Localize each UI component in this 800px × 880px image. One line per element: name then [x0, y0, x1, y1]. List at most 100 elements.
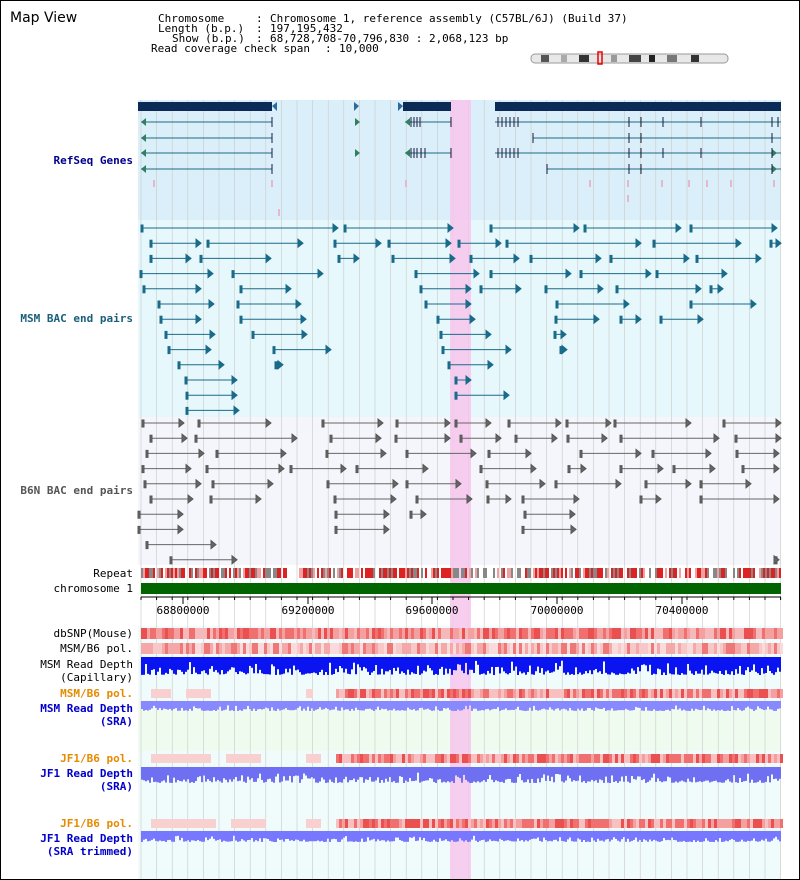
track-label-msm-bac[interactable]: MSM BAC end pairs	[20, 312, 133, 325]
depth-bar	[367, 701, 369, 709]
track-label-dbsnp[interactable]: dbSNP(Mouse)	[53, 627, 133, 640]
heat-cell	[477, 628, 480, 639]
depth-bar	[493, 767, 495, 783]
heat-cell	[684, 628, 687, 639]
depth-bar	[467, 701, 469, 710]
track-label-refseq[interactable]: RefSeq Genes	[53, 154, 133, 167]
heat-cell	[702, 628, 705, 639]
depth-bar	[509, 767, 511, 779]
depth-bar	[375, 767, 377, 781]
track-label-repeat[interactable]: Repeat	[93, 567, 133, 580]
heat-cell	[639, 628, 642, 639]
track-label-msm-depth-capillary[interactable]: MSM Read Depth	[40, 658, 133, 671]
depth-bar	[729, 701, 731, 711]
heat-cell	[591, 819, 594, 828]
track-label-msm-depth-sra[interactable]: MSM Read Depth	[40, 702, 133, 715]
heat-cell	[492, 628, 495, 639]
track-label-jf1-b6-pol[interactable]: JF1/B6 pol.	[60, 752, 133, 765]
depth-bar	[475, 831, 477, 841]
depth-bar	[163, 831, 165, 841]
heat-cell	[723, 819, 726, 828]
bac-end	[157, 300, 161, 309]
heat-cell	[555, 819, 558, 828]
track-label-msm-b6-pol-sra[interactable]: MSM/B6 pol.	[60, 687, 133, 700]
depth-bar	[631, 767, 633, 776]
depth-bar	[481, 701, 483, 711]
repeat-mark	[153, 568, 155, 578]
depth-bar	[283, 767, 285, 777]
depth-bar	[757, 701, 759, 707]
depth-bar	[245, 767, 247, 783]
heat-cell	[447, 689, 450, 698]
track-label-chromosome[interactable]: chromosome 1	[53, 582, 133, 595]
repeat-mark	[545, 568, 547, 578]
repeat-mark	[599, 568, 601, 578]
track-label-b6n-bac[interactable]: B6N BAC end pairs	[20, 484, 133, 497]
depth-bar	[323, 767, 325, 780]
bac-end	[239, 315, 243, 324]
depth-bar	[355, 831, 357, 842]
depth-bar	[555, 701, 557, 709]
heat-cell	[390, 754, 393, 763]
repeat-mark	[685, 568, 687, 578]
depth-bar	[557, 767, 559, 775]
repeat-mark	[583, 568, 585, 578]
track-label-jf1-b6-pol-trim[interactable]: JF1/B6 pol.	[60, 817, 133, 830]
bac-end	[149, 239, 153, 248]
heat-cell	[513, 643, 516, 654]
depth-bar	[291, 657, 293, 675]
repeat-mark	[177, 568, 179, 578]
bac-end	[329, 434, 333, 443]
heat-cell	[714, 689, 717, 698]
repeat-mark	[189, 568, 191, 578]
bac-end	[436, 315, 440, 324]
depth-bar	[211, 767, 213, 783]
heat-cell	[483, 819, 486, 828]
depth-bar	[405, 831, 407, 842]
heat-cell	[195, 628, 198, 639]
depth-bar	[389, 657, 391, 670]
depth-bar	[509, 701, 511, 711]
bac-end	[419, 285, 423, 294]
depth-bar	[351, 831, 353, 842]
depth-bar	[377, 767, 379, 778]
heat-cell	[705, 819, 708, 828]
depth-bar	[751, 831, 753, 841]
heat-cell	[264, 643, 267, 654]
depth-bar	[713, 767, 715, 782]
repeat-mark	[579, 568, 581, 578]
depth-bar	[251, 831, 253, 839]
heat-cell	[447, 819, 450, 828]
depth-bar	[683, 767, 685, 782]
depth-bar	[759, 767, 761, 781]
heat-cell	[645, 689, 648, 698]
repeat-mark	[547, 568, 549, 578]
depth-bar	[257, 831, 259, 842]
heat-cell	[357, 754, 360, 763]
depth-bar	[171, 767, 173, 783]
depth-bar	[713, 701, 715, 710]
track-label-jf1-depth-sra[interactable]: JF1 Read Depth	[40, 767, 133, 780]
heat-cell	[501, 628, 504, 639]
heat-cell	[288, 643, 291, 654]
track-label-msm-b6-pol[interactable]: MSM/B6 pol.	[60, 642, 133, 655]
depth-bar	[691, 767, 693, 783]
heat-cell	[477, 754, 480, 763]
depth-bar	[759, 701, 761, 709]
depth-bar	[649, 831, 651, 840]
chromosome-ideogram[interactable]	[530, 51, 729, 65]
heat-cell	[606, 819, 609, 828]
heat-cell	[405, 754, 408, 763]
depth-bar	[295, 657, 297, 671]
heat-cell	[141, 643, 144, 654]
heat-cell	[303, 628, 306, 639]
bac-end	[343, 224, 347, 233]
depth-bar	[169, 831, 171, 840]
track-label-jf1-depth-trim[interactable]: JF1 Read Depth	[40, 832, 133, 845]
depth-bar	[393, 767, 395, 782]
heat-cell	[705, 754, 708, 763]
depth-bar	[675, 767, 677, 782]
depth-bar	[599, 767, 601, 780]
repeat-mark	[399, 568, 401, 578]
